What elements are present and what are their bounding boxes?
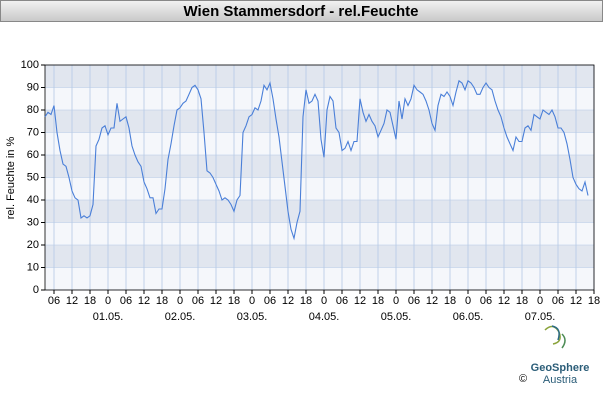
x-tick-label: 12 <box>354 295 366 307</box>
date-label: 01.05. <box>93 311 124 323</box>
y-axis-label: rel. Feuchte in % <box>5 137 17 220</box>
copyright: © <box>519 373 527 385</box>
y-tick-label: 0 <box>33 284 39 296</box>
band <box>45 200 594 223</box>
x-tick-label: 18 <box>516 295 528 307</box>
band <box>45 132 594 155</box>
x-tick-label: 0 <box>537 295 543 307</box>
x-tick-label: 0 <box>321 295 327 307</box>
band <box>45 65 594 88</box>
x-tick-label: 12 <box>282 295 294 307</box>
plot-frame <box>44 64 595 291</box>
x-tick-label: 18 <box>372 295 384 307</box>
y-tick-label: 90 <box>27 81 39 93</box>
x-tick-label: 18 <box>588 295 600 307</box>
x-tick-label: 12 <box>210 295 222 307</box>
x-tick-label: 0 <box>465 295 471 307</box>
x-tick-label: 12 <box>66 295 78 307</box>
x-tick-label: 12 <box>138 295 150 307</box>
band <box>45 267 594 290</box>
data-line <box>44 79 589 241</box>
y-tick-label: 20 <box>27 239 39 251</box>
x-tick-label: 06 <box>336 295 348 307</box>
plot-area: 0 10 20 30 40 50 60 70 80 90 100 06 12 18 0 06 12 18 0 06 12… <box>21 59 600 323</box>
y-tick-label: 80 <box>27 104 39 116</box>
band <box>45 245 594 268</box>
y-tick-label: 40 <box>27 194 39 206</box>
y-tick-label: 10 <box>27 261 39 273</box>
x-tick-label: 18 <box>444 295 456 307</box>
x-tick-label: 12 <box>570 295 582 307</box>
date-label: 06.05. <box>453 311 484 323</box>
date-label: 07.05. <box>525 311 556 323</box>
logo-sub: Austria <box>543 374 578 386</box>
logo-icon <box>544 325 566 349</box>
x-tick-label: 06 <box>408 295 420 307</box>
logo-name: GeoSphere <box>531 362 590 374</box>
x-tick-label: 06 <box>48 295 60 307</box>
x-tick-label: 18 <box>156 295 168 307</box>
x-tick-label: 0 <box>393 295 399 307</box>
y-tick-label: 100 <box>21 59 39 71</box>
x-tick-label: 06 <box>264 295 276 307</box>
x-tick-label: 12 <box>498 295 510 307</box>
date-label: 05.05. <box>381 311 412 323</box>
band <box>45 177 594 200</box>
x-tick-label: 0 <box>105 295 111 307</box>
x-tick-label: 06 <box>480 295 492 307</box>
y-tick-label: 50 <box>27 171 39 183</box>
date-label: 02.05. <box>165 311 196 323</box>
y-tick-label: 30 <box>27 216 39 228</box>
date-label: 04.05. <box>309 311 340 323</box>
x-tick-label: 0 <box>249 295 255 307</box>
x-tick-label: 18 <box>84 295 96 307</box>
band <box>45 87 594 110</box>
x-tick-label: 06 <box>192 295 204 307</box>
x-tick-label: 18 <box>300 295 312 307</box>
chart-title: Wien Stammersdorf - rel.Feuchte <box>184 3 419 20</box>
band <box>45 222 594 245</box>
x-tick-label: 0 <box>177 295 183 307</box>
date-label: 03.05. <box>237 311 268 323</box>
x-tick-label: 18 <box>228 295 240 307</box>
y-tick-label: 60 <box>27 149 39 161</box>
x-tick-label: 12 <box>426 295 438 307</box>
x-tick-label: 06 <box>552 295 564 307</box>
band <box>45 155 594 178</box>
x-tick-label: 06 <box>120 295 132 307</box>
y-tick-label: 70 <box>27 126 39 138</box>
